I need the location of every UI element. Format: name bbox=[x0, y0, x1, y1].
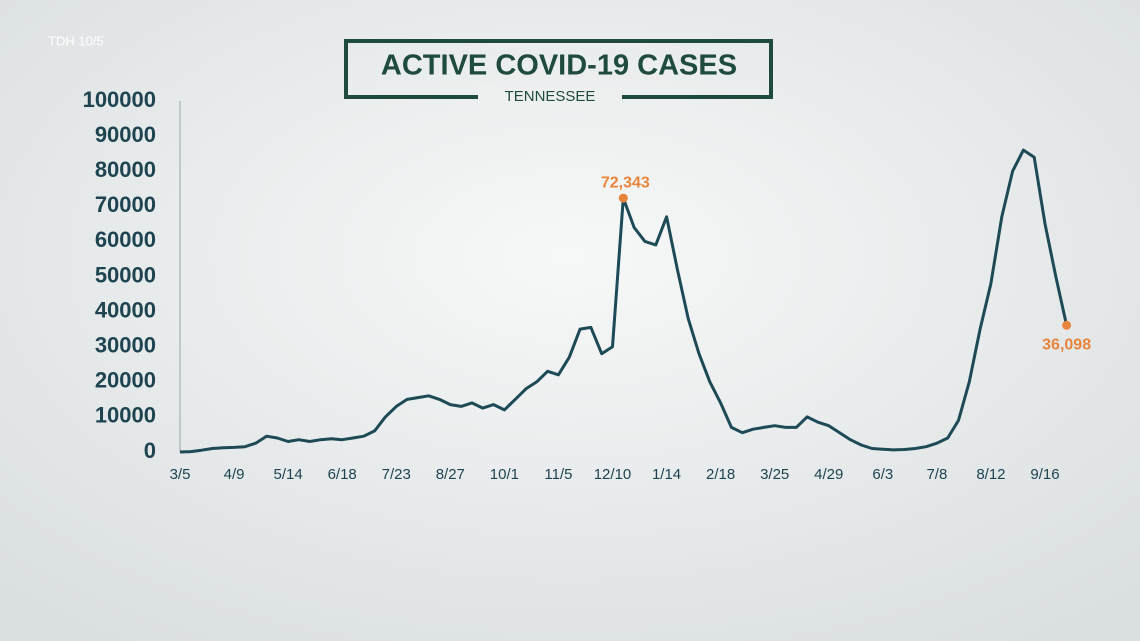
y-tick-label: 0 bbox=[144, 438, 156, 463]
chart-title: ACTIVE COVID-19 CASES bbox=[381, 50, 737, 82]
x-tick-label: 9/16 bbox=[1030, 466, 1059, 483]
x-tick-label: 7/23 bbox=[382, 466, 411, 483]
highlight-point bbox=[618, 193, 628, 203]
source: TDH 10/5 bbox=[48, 33, 104, 48]
y-tick-label: 40000 bbox=[95, 297, 156, 322]
y-tick-label: 100000 bbox=[83, 87, 156, 112]
x-tick-label: 2/18 bbox=[706, 466, 735, 483]
y-tick-label: 80000 bbox=[95, 157, 156, 182]
x-tick-label: 10/1 bbox=[490, 466, 519, 483]
x-tick-label: 8/27 bbox=[436, 466, 465, 483]
data-label: 72,343 bbox=[601, 174, 650, 191]
x-tick-label: 6/18 bbox=[328, 466, 357, 483]
y-tick-label: 50000 bbox=[95, 262, 156, 287]
x-tick-label: 6/3 bbox=[872, 466, 893, 483]
subtitle-bg bbox=[478, 86, 622, 106]
chart-subtitle: TENNESSEE bbox=[505, 88, 596, 105]
y-tick-label: 10000 bbox=[95, 403, 156, 428]
x-tick-label: 1/14 bbox=[652, 466, 681, 483]
x-tick-label: 4/9 bbox=[224, 466, 245, 483]
x-tick-label: 11/5 bbox=[544, 466, 572, 483]
highlight-point bbox=[1062, 320, 1072, 330]
y-tick-label: 20000 bbox=[95, 368, 156, 393]
x-tick-label: 8/12 bbox=[976, 466, 1005, 483]
data-label: 36,098 bbox=[1042, 337, 1091, 354]
x-tick-label: 4/29 bbox=[814, 466, 843, 483]
x-tick-label: 5/14 bbox=[274, 466, 303, 483]
x-tick-label: 3/5 bbox=[170, 466, 191, 483]
x-tick-label: 3/25 bbox=[760, 466, 789, 483]
y-tick-label: 70000 bbox=[95, 192, 156, 217]
x-tick-label: 7/8 bbox=[926, 466, 947, 483]
y-tick-label: 60000 bbox=[95, 227, 156, 252]
x-tick-label: 12/10 bbox=[594, 466, 632, 483]
y-tick-label: 30000 bbox=[95, 333, 156, 358]
y-tick-label: 90000 bbox=[95, 122, 156, 147]
